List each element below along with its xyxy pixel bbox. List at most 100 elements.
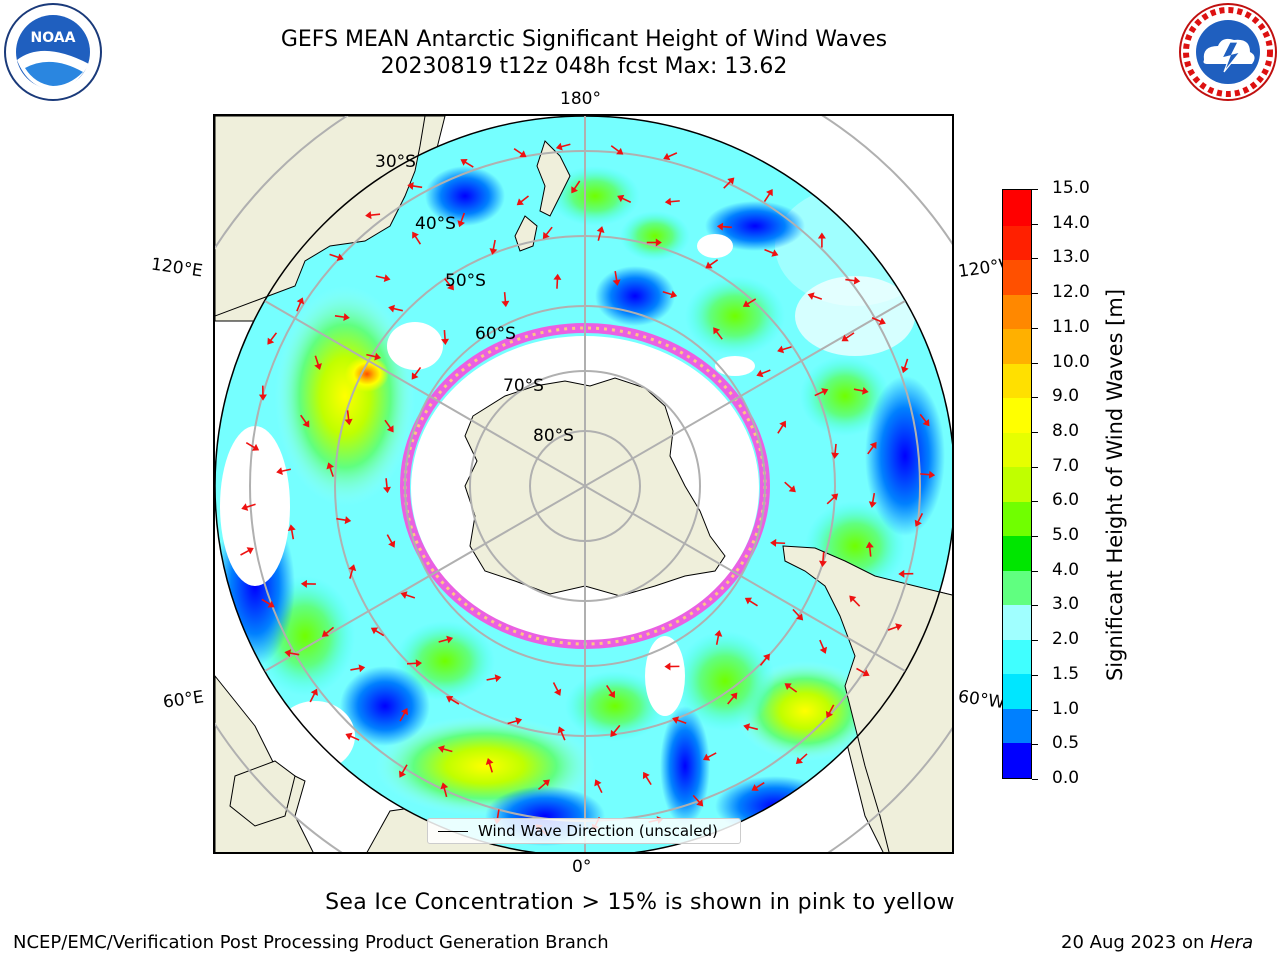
map-canvas	[215, 116, 952, 852]
wave-direction-arrow	[610, 724, 621, 738]
colorbar-segment	[1003, 259, 1031, 295]
wave-direction-arrow	[334, 313, 350, 322]
wave-direction-arrow	[386, 534, 396, 548]
colorbar-segment	[1003, 294, 1031, 330]
lon-label-0: 0°	[572, 857, 592, 877]
colorbar-tick	[1032, 501, 1038, 503]
wave-direction-arrow	[513, 148, 527, 158]
colorbar-tick-label: 9.0	[1052, 386, 1080, 407]
colorbar-tick	[1032, 779, 1038, 780]
wave-direction-arrow	[867, 441, 877, 455]
colorbar-segment	[1003, 397, 1031, 433]
wave-direction-arrow	[407, 182, 423, 190]
lon-label-60e: 60°E	[161, 687, 206, 713]
colorbar-tick	[1032, 362, 1038, 364]
colorbar-tick-label: 6.0	[1052, 490, 1080, 511]
wave-direction-arrow	[795, 753, 808, 764]
colorbar-tick	[1032, 223, 1038, 225]
wave-direction-arrow	[742, 298, 757, 308]
wave-direction-arrow	[485, 758, 494, 773]
wave-direction-arrow	[900, 358, 909, 374]
wave-direction-arrow	[716, 222, 732, 231]
wave-direction-arrow	[245, 442, 260, 451]
wave-direction-arrow	[784, 683, 798, 693]
wave-direction-arrow	[727, 692, 738, 705]
colorbar-tick-label: 12.0	[1052, 282, 1090, 303]
wave-direction-arrow	[914, 512, 924, 527]
lon-label-180: 180°	[560, 89, 601, 109]
wave-direction-arrow	[296, 297, 305, 312]
wave-direction-arrow	[920, 470, 936, 479]
wave-direction-arrow	[267, 332, 278, 345]
wave-direction-arrow	[856, 667, 870, 677]
colorbar-segment	[1003, 742, 1031, 778]
lon-label-120e: 120°E	[149, 254, 204, 282]
wave-direction-arrow	[714, 630, 723, 645]
wave-direction-arrow	[819, 639, 828, 654]
wave-direction-arrow	[486, 674, 502, 683]
colorbar-tick-label: 7.0	[1052, 455, 1080, 476]
wave-direction-arrow	[440, 782, 449, 798]
wave-direction-arrow	[399, 708, 408, 722]
colorbar-tick	[1032, 744, 1038, 746]
wave-direction-arrow	[777, 420, 787, 434]
wave-direction-arrow	[841, 332, 855, 342]
wave-direction-arrow	[887, 623, 903, 631]
wave-direction-arrow	[388, 304, 404, 313]
colorbar-tick-label: 2.0	[1052, 629, 1080, 650]
wave-direction-arrow	[383, 478, 391, 494]
colorbar-segment	[1003, 501, 1031, 537]
wave-direction-arrow	[438, 635, 454, 644]
lat-label-40s: 40°S	[415, 214, 456, 234]
colorbar-segment	[1003, 570, 1031, 606]
wave-direction-arrow	[241, 503, 256, 511]
wave-direction-arrow	[764, 248, 779, 257]
wave-direction-arrow	[606, 684, 615, 699]
lat-label-50s: 50°S	[445, 271, 486, 291]
wave-direction-arrow	[817, 232, 826, 248]
wave-direction-arrow	[845, 276, 861, 285]
wave-direction-arrow	[777, 345, 792, 354]
wave-direction-arrow	[542, 226, 553, 240]
lat-label-70s: 70°S	[503, 376, 544, 396]
forecast-subtitle: 20230819 t12z 048h fcst Max: 13.62	[380, 54, 788, 79]
lat-label-80s: 80°S	[533, 426, 574, 446]
colorbar-tick	[1032, 466, 1038, 468]
wave-direction-arrow	[744, 597, 758, 607]
wave-direction-arrow	[610, 145, 624, 155]
wave-direction-arrow	[441, 329, 450, 345]
wave-direction-arrow	[537, 779, 550, 790]
footer-host: Hera	[1210, 932, 1254, 953]
colorbar-tick-label: 5.0	[1052, 525, 1080, 546]
wave-direction-arrow	[868, 492, 877, 508]
wave-direction-arrow	[412, 231, 422, 245]
wave-direction-arrow	[743, 723, 758, 731]
wave-direction-arrow	[818, 551, 827, 567]
wave-direction-arrow	[571, 180, 581, 194]
legend-line-swatch	[438, 830, 468, 832]
map-legend: Wind Wave Direction (unscaled)	[427, 818, 741, 844]
wave-direction-arrow	[375, 274, 391, 283]
wave-direction-arrow	[370, 627, 385, 637]
colorbar-tick-label: 15.0	[1052, 178, 1090, 198]
wave-direction-arrow	[612, 270, 621, 286]
colorbar-segment	[1003, 639, 1031, 675]
wave-direction-arrow	[309, 688, 318, 703]
colorbar-tick	[1032, 327, 1038, 329]
wave-direction-arrow	[446, 695, 460, 705]
colorbar-tick	[1032, 674, 1038, 676]
polar-map: 30°S 40°S 50°S 60°S 70°S 80°S	[213, 114, 954, 854]
colorbar-tick-label: 10.0	[1052, 351, 1090, 372]
colorbar-tick	[1032, 605, 1038, 607]
colorbar-tick-label: 8.0	[1052, 420, 1080, 441]
colorbar-segment	[1003, 604, 1031, 640]
wave-direction-arrow	[366, 352, 381, 361]
colorbar-tick-label: 4.0	[1052, 559, 1080, 580]
colorbar-segment	[1003, 535, 1031, 571]
colorbar-tick	[1032, 570, 1038, 572]
wave-direction-arrow	[287, 524, 296, 540]
wave-direction-arrow	[831, 443, 840, 459]
wave-direction-arrow	[784, 481, 796, 493]
wave-direction-arrow	[365, 211, 381, 220]
wave-direction-arrow	[276, 467, 292, 476]
